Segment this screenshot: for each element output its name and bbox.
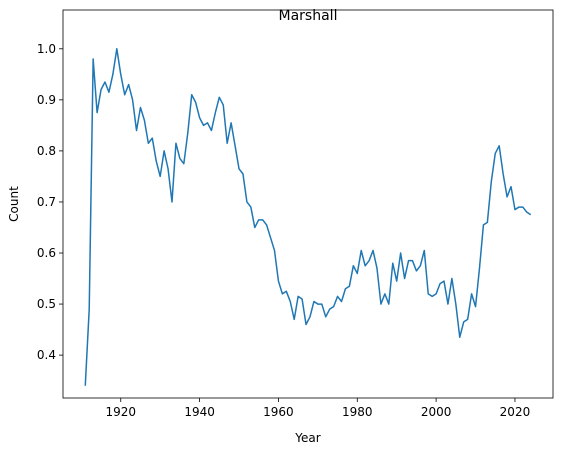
- x-tick-label: 1980: [342, 405, 373, 419]
- x-tick-label: 2020: [500, 405, 531, 419]
- data-line: [84, 48, 532, 386]
- y-tick-label: 0.5: [37, 297, 56, 311]
- x-tick-label: 1920: [105, 405, 136, 419]
- x-tick-label: 2000: [421, 405, 452, 419]
- y-tick-label: 1.0: [37, 42, 56, 56]
- x-tick-label: 1960: [263, 405, 294, 419]
- y-tick-label: 0.7: [37, 195, 56, 209]
- chart-title: Marshall: [279, 8, 338, 24]
- y-axis-label: Count: [7, 186, 21, 222]
- y-tick-label: 0.4: [37, 348, 56, 362]
- plot-frame: [62, 9, 554, 399]
- y-tick-label: 0.9: [37, 93, 56, 107]
- x-tick-label: 1940: [184, 405, 215, 419]
- y-tick-label: 0.8: [37, 144, 56, 158]
- x-axis-label: Year: [294, 431, 320, 445]
- y-tick-label: 0.6: [37, 246, 56, 260]
